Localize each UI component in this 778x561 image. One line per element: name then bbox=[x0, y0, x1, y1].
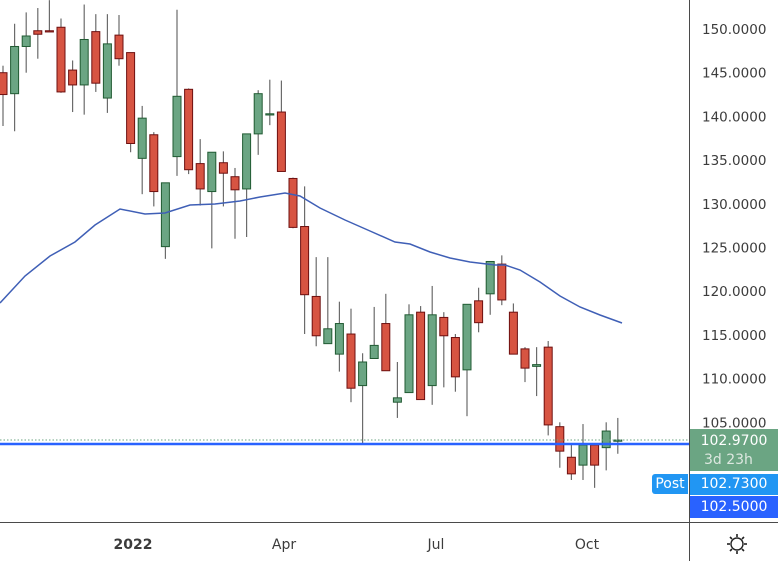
post-market-label: Post bbox=[652, 474, 688, 494]
candle[interactable] bbox=[601, 422, 611, 471]
candle[interactable] bbox=[56, 18, 66, 93]
price-tick-label: 115.0000 bbox=[702, 328, 766, 344]
price-tick-label: 150.0000 bbox=[702, 22, 766, 38]
candle[interactable] bbox=[532, 347, 542, 397]
candle[interactable] bbox=[578, 424, 588, 480]
candle[interactable] bbox=[218, 151, 228, 207]
time-axis[interactable]: 2022 Apr Jul Oct bbox=[114, 537, 600, 553]
plot-area[interactable] bbox=[0, 0, 623, 488]
candle[interactable] bbox=[508, 303, 518, 355]
candle[interactable] bbox=[91, 14, 101, 92]
candle[interactable] bbox=[369, 306, 379, 359]
candle[interactable] bbox=[334, 301, 344, 372]
candle[interactable] bbox=[416, 306, 426, 401]
candle[interactable] bbox=[68, 60, 78, 113]
last-price-value: 102.9700 bbox=[700, 433, 768, 449]
candle[interactable] bbox=[33, 8, 43, 59]
candle[interactable] bbox=[311, 257, 321, 347]
candle[interactable] bbox=[300, 186, 310, 335]
candle[interactable] bbox=[427, 285, 437, 405]
price-tick-label: 130.0000 bbox=[702, 197, 766, 213]
candle[interactable] bbox=[288, 177, 298, 229]
price-lines bbox=[0, 439, 689, 446]
candle[interactable] bbox=[207, 151, 217, 249]
candle[interactable] bbox=[79, 4, 89, 115]
candle[interactable] bbox=[230, 167, 240, 239]
price-tick-label: 105.0000 bbox=[702, 415, 766, 431]
candle[interactable] bbox=[392, 361, 402, 418]
candle[interactable] bbox=[439, 312, 449, 388]
candle[interactable] bbox=[590, 444, 600, 488]
candle[interactable] bbox=[474, 287, 484, 333]
candle[interactable] bbox=[242, 133, 252, 238]
candle[interactable] bbox=[276, 80, 286, 172]
candle[interactable] bbox=[114, 15, 124, 66]
candle[interactable] bbox=[0, 65, 8, 127]
time-tick-label: 2022 bbox=[114, 537, 153, 553]
time-tick-label: Oct bbox=[575, 537, 600, 553]
candle[interactable] bbox=[485, 260, 495, 315]
candle[interactable] bbox=[346, 308, 356, 403]
candle[interactable] bbox=[381, 293, 391, 372]
candle[interactable] bbox=[520, 347, 530, 383]
candle[interactable] bbox=[184, 88, 194, 175]
candle[interactable] bbox=[21, 12, 31, 73]
candle[interactable] bbox=[149, 132, 159, 207]
price-tick-label: 145.0000 bbox=[702, 66, 766, 82]
candle[interactable] bbox=[137, 105, 147, 195]
crosshair-price-tag: 102.5000 bbox=[690, 496, 778, 518]
candle[interactable] bbox=[160, 182, 170, 259]
candle[interactable] bbox=[126, 52, 136, 153]
price-axis[interactable]: 150.0000 145.0000 140.0000 135.0000 130.0000… bbox=[702, 22, 766, 431]
candle[interactable] bbox=[358, 353, 368, 444]
price-tick-label: 125.0000 bbox=[702, 241, 766, 257]
candle[interactable] bbox=[450, 334, 460, 392]
price-tick-label: 120.0000 bbox=[702, 284, 766, 300]
candle[interactable] bbox=[497, 255, 507, 306]
candle[interactable] bbox=[10, 23, 20, 132]
candle[interactable] bbox=[102, 14, 112, 113]
post-price-tag: 102.7300 bbox=[690, 474, 778, 495]
candle[interactable] bbox=[404, 304, 414, 394]
countdown-timer: 3d 23h bbox=[704, 452, 753, 468]
candle[interactable] bbox=[253, 90, 263, 155]
candle[interactable] bbox=[613, 417, 623, 454]
time-tick-label: Apr bbox=[272, 537, 296, 553]
candle[interactable] bbox=[195, 139, 205, 206]
candle[interactable] bbox=[543, 341, 553, 436]
price-tick-label: 135.0000 bbox=[702, 153, 766, 169]
candle[interactable] bbox=[172, 9, 182, 176]
candle[interactable] bbox=[462, 303, 472, 417]
candle[interactable] bbox=[265, 79, 275, 126]
price-tick-label: 140.0000 bbox=[702, 109, 766, 125]
candle[interactable] bbox=[323, 257, 333, 345]
gear-icon[interactable] bbox=[727, 534, 747, 554]
candle[interactable] bbox=[44, 0, 54, 33]
time-tick-label: Jul bbox=[427, 537, 445, 553]
last-price-tag: 102.9700 3d 23h bbox=[690, 429, 778, 471]
price-tick-label: 110.0000 bbox=[702, 372, 766, 388]
moving-average-line bbox=[0, 192, 623, 324]
candle[interactable] bbox=[566, 445, 576, 480]
